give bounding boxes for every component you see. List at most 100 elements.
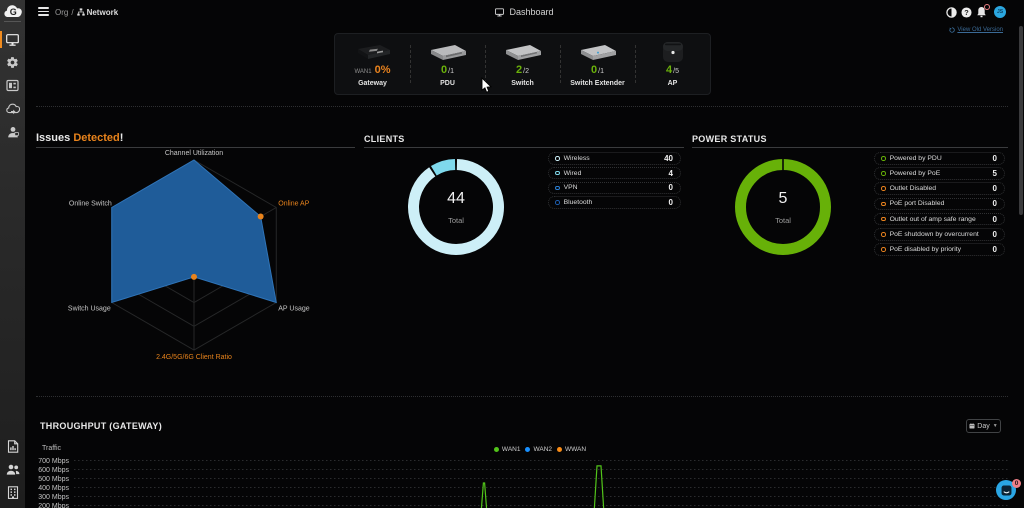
chat-widget-button[interactable] xyxy=(996,480,1016,500)
user-initials: JS xyxy=(996,9,1004,15)
clients-total-value: 44 xyxy=(447,190,465,207)
throughput-legend: WAN1 WAN2 WWAN xyxy=(28,446,1024,453)
clients-legend-row[interactable]: Bluetooth 0 xyxy=(548,196,681,209)
device-stat: 2/2 xyxy=(516,64,529,76)
legend-marker xyxy=(555,185,560,191)
sidebar-item-settings[interactable] xyxy=(0,51,25,74)
svg-text:?: ? xyxy=(964,7,969,16)
network-icon xyxy=(76,8,85,16)
sidebar-item-organization[interactable] xyxy=(0,481,25,504)
help-icon[interactable]: ? xyxy=(961,6,972,18)
clients-legend-row[interactable]: Wired 4 xyxy=(548,166,681,180)
people-icon xyxy=(6,464,19,475)
throughput-legend-wan2[interactable]: WAN2 xyxy=(525,446,552,453)
page-title-label: Dashboard xyxy=(509,7,554,17)
gwn-cloud-logo[interactable]: G xyxy=(3,3,23,19)
legend-label: WWAN xyxy=(565,446,587,453)
legend-value: 0 xyxy=(992,229,997,239)
device-summary-gateway[interactable]: WAN1 0% Gateway xyxy=(335,34,410,94)
legend-value: 0 xyxy=(992,184,997,194)
legend-label: Outlet out of amp safe range xyxy=(889,215,976,223)
device-summary-pdu[interactable]: 0/1 PDU xyxy=(410,34,485,94)
y-axis-tick: 500 Mbps xyxy=(38,476,69,483)
power-legend-row[interactable]: Outlet Disabled 0 xyxy=(874,182,1005,195)
pdu-image xyxy=(426,40,470,64)
power-legend-row[interactable]: PoE disabled by priority 0 xyxy=(874,243,1005,256)
legend-value: 4 xyxy=(668,168,673,178)
radar-axis-label: 2.4G/5G/6G Client Ratio xyxy=(156,354,232,361)
wan1-line-spike xyxy=(480,482,488,508)
device-summary-switch[interactable]: 2/2 Switch xyxy=(485,34,560,94)
theme-toggle-icon[interactable] xyxy=(946,6,957,18)
issues-underline xyxy=(36,147,355,148)
device-summary-ap[interactable]: 4/5 AP xyxy=(635,34,710,94)
legend-dot xyxy=(557,447,563,452)
svg-text:G: G xyxy=(9,7,16,17)
menu-toggle-icon[interactable] xyxy=(38,6,49,17)
sidebar-item-dashboard[interactable] xyxy=(0,28,25,51)
breadcrumb-org[interactable]: Org xyxy=(55,7,69,17)
time-range-select[interactable]: Day ▼ xyxy=(966,419,1001,433)
power-donut-chart[interactable]: 5 Total xyxy=(728,152,838,262)
device-label: Switch Extender xyxy=(570,80,625,87)
breadcrumb[interactable]: Org / Network xyxy=(55,0,118,24)
legend-value: 0 xyxy=(992,199,997,209)
clients-legend-row[interactable]: Wireless 40 xyxy=(548,152,681,165)
sidebar-item-cloud[interactable] xyxy=(0,97,25,120)
device-summary-card: WAN1 0% Gateway 0/1 PDU 2/2 Switch 0/1 Switch Ex… xyxy=(334,33,711,95)
power-total-label: Total xyxy=(775,216,791,225)
switch-image xyxy=(501,40,545,64)
building-icon xyxy=(7,486,18,499)
throughput-title: THROUGHPUT (GATEWAY) xyxy=(40,421,162,431)
throughput-legend-wwan[interactable]: WWAN xyxy=(557,446,586,453)
throughput-y-axis-title: Traffic xyxy=(42,445,62,452)
device-panel-icon xyxy=(6,79,19,92)
power-legend-row[interactable]: PoE port Disabled 0 xyxy=(874,197,1005,211)
breadcrumb-network[interactable]: Network xyxy=(86,7,119,17)
notifications-icon[interactable] xyxy=(976,3,990,18)
legend-label: Wireless xyxy=(563,154,590,162)
legend-value: 40 xyxy=(664,153,673,163)
device-label: Gateway xyxy=(358,80,387,87)
radar-axis-label: Online AP xyxy=(278,201,309,208)
power-legend: Powered by PDU 0 Powered by PoE 5 Outlet Dis… xyxy=(874,152,1005,256)
legend-label: PoE disabled by priority xyxy=(889,245,961,253)
person-icon xyxy=(7,126,19,137)
scrollbar-thumb[interactable] xyxy=(1019,26,1023,215)
throughput-chart[interactable]: 700 Mbps 600 Mbps 500 Mbps 400 Mbps 300 Mbps… xyxy=(0,452,1024,508)
clients-legend-row[interactable]: VPN 0 xyxy=(548,181,681,195)
revert-icon xyxy=(949,27,956,33)
legend-label: Powered by PDU xyxy=(889,154,942,162)
clients-donut-chart[interactable]: 44 Total xyxy=(401,152,511,262)
cloud-sync-icon xyxy=(5,103,20,114)
sidebar-item-devices[interactable] xyxy=(0,74,25,97)
divider-bottom xyxy=(36,396,1008,397)
sidebar-item-reports[interactable] xyxy=(0,435,25,458)
power-legend-row[interactable]: PoE shutdown by overcurrent 0 xyxy=(874,227,1005,241)
issues-radar-chart[interactable]: Channel Utilization Online AP AP Usage 2.4G… xyxy=(36,148,356,370)
device-summary-switch-extender[interactable]: 0/1 Switch Extender xyxy=(560,34,635,94)
power-legend-row[interactable]: Powered by PoE 5 xyxy=(874,167,1005,180)
device-stat: 0/1 xyxy=(441,64,454,76)
clients-legend: Wireless 40 Wired 4 VPN 0 Bluetooth 0 xyxy=(548,152,681,209)
legend-marker xyxy=(555,156,560,161)
power-underline xyxy=(692,147,1008,148)
calendar-icon xyxy=(969,423,975,429)
device-label: Switch xyxy=(511,80,534,87)
legend-value: 0 xyxy=(668,198,673,208)
mouse-cursor xyxy=(481,76,493,99)
y-axis-tick: 600 Mbps xyxy=(38,467,69,474)
power-legend-row[interactable]: Outlet out of amp safe range 0 xyxy=(874,212,1005,226)
legend-marker xyxy=(555,200,560,205)
device-stat: 4/5 xyxy=(666,64,679,76)
radar-issue-dot xyxy=(191,273,197,280)
throughput-legend-wan1[interactable]: WAN1 xyxy=(493,446,520,453)
legend-marker xyxy=(881,156,886,161)
sidebar-item-clients[interactable] xyxy=(0,120,25,143)
legend-label: VPN xyxy=(563,184,578,192)
user-avatar[interactable]: JS xyxy=(994,6,1006,18)
view-old-version-link[interactable]: View Old Version xyxy=(949,27,1003,33)
power-legend-row[interactable]: Powered by PDU 0 xyxy=(874,152,1005,165)
sidebar-item-users[interactable] xyxy=(0,458,25,481)
legend-dot xyxy=(493,447,499,452)
